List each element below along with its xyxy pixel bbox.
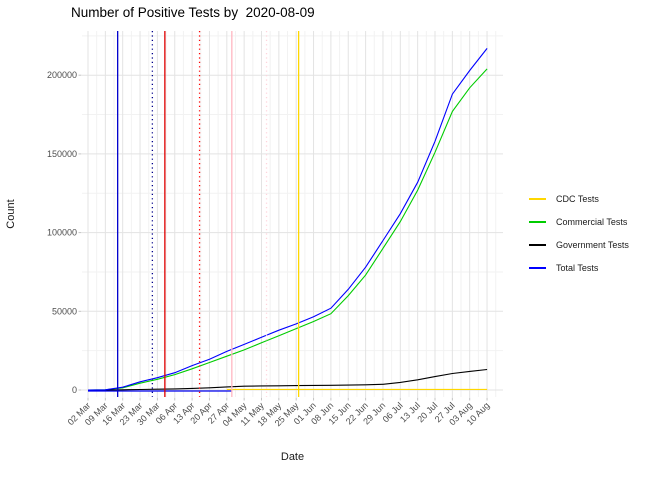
legend-label: Total Tests	[556, 262, 599, 273]
series-line-total-tests	[87, 48, 488, 391]
y-tick-label: 150000	[47, 149, 77, 159]
x-axis-title: Date	[280, 451, 305, 463]
y-tick-label: 100000	[47, 228, 77, 238]
series-line-government-tests	[88, 368, 488, 391]
legend-key-line-cdc	[529, 197, 546, 200]
legend-key-line-government	[529, 243, 546, 246]
y-tick-label: 0	[72, 385, 77, 395]
legend-label: CDC Tests	[556, 193, 599, 204]
legend-label: Government Tests	[556, 239, 629, 250]
chart-title: Number of Positive Tests by 2020-08-09	[71, 5, 315, 20]
legend-item-government-tests: Government Tests	[529, 233, 629, 256]
series-line-commercial-tests	[87, 68, 488, 391]
y-axis-title: Count	[5, 199, 17, 229]
y-tick-label: 200000	[47, 70, 77, 80]
legend-key-line-commercial	[529, 220, 546, 223]
legend-item-commercial-tests: Commercial Tests	[529, 210, 629, 233]
y-tick-label: 50000	[52, 306, 77, 316]
legend-item-total-tests: Total Tests	[529, 256, 629, 279]
legend-item-cdc-tests: CDC Tests	[529, 187, 629, 210]
legend: CDC Tests Commercial Tests Government Te…	[529, 187, 629, 279]
legend-label: Commercial Tests	[556, 216, 628, 227]
legend-key-line-total	[529, 266, 546, 269]
